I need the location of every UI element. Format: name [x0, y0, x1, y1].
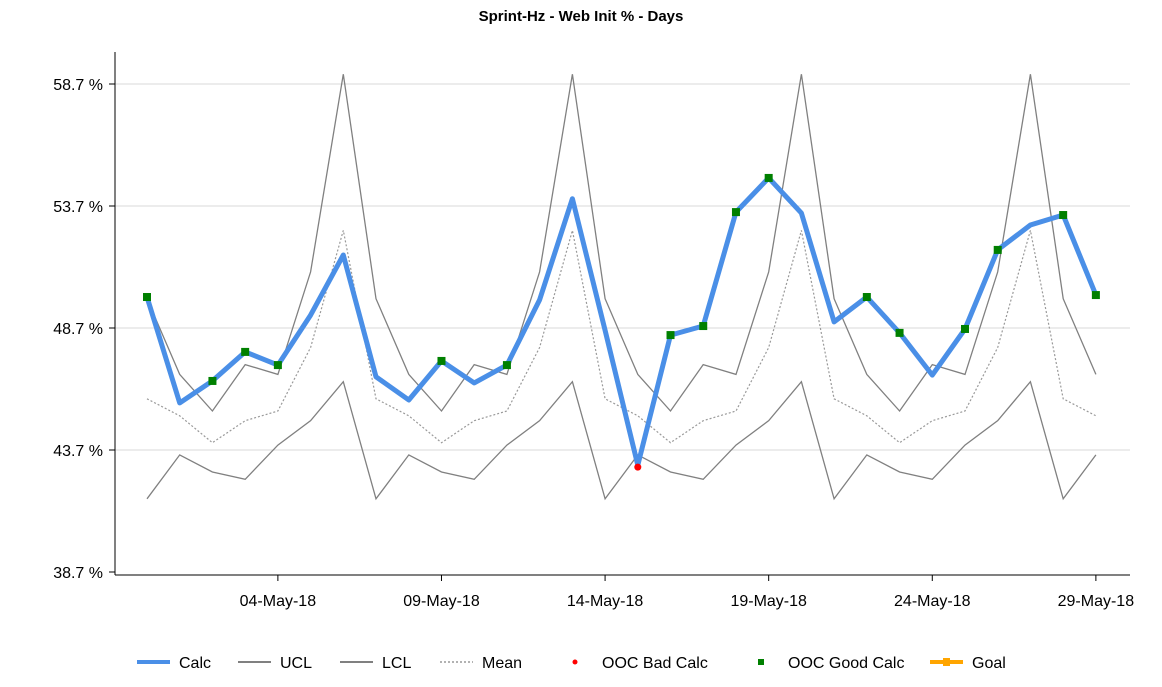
ooc-bad-marker	[634, 463, 642, 471]
legend-label: OOC Bad Calc	[602, 655, 708, 672]
ooc-good-marker	[666, 331, 675, 340]
legend-label: LCL	[382, 655, 411, 672]
chart-title: Sprint-Hz - Web Init % - Days	[479, 8, 684, 25]
legend-label: Goal	[972, 655, 1006, 672]
x-tick-label: 04-May-18	[240, 593, 317, 610]
x-tick-label: 19-May-18	[730, 593, 807, 610]
y-tick-label: 53.7 %	[53, 199, 103, 216]
ooc-good-marker	[1091, 291, 1100, 300]
ooc-good-marker	[961, 324, 969, 333]
ooc-good-marker	[143, 293, 151, 302]
legend-swatch-marker	[943, 658, 950, 666]
legend-item-ucl: UCL	[238, 655, 312, 672]
x-tick-label: 14-May-18	[567, 593, 644, 610]
legend-item-ooc-good-calc: OOC Good Calc	[758, 655, 904, 672]
legend-label: Mean	[482, 655, 522, 672]
series-ucl-line	[146, 74, 1097, 413]
x-tick-label: 24-May-18	[894, 593, 971, 610]
ooc-good-marker	[764, 173, 773, 182]
legend-item-calc: Calc	[137, 655, 211, 672]
ooc-good-marker	[208, 376, 217, 385]
legend-swatch	[572, 659, 578, 665]
ooc-good-marker	[241, 347, 250, 356]
legend-label: UCL	[280, 655, 312, 672]
legend-label: Calc	[179, 655, 211, 672]
ooc-good-marker	[862, 293, 871, 302]
ooc-good-marker	[502, 361, 511, 370]
y-tick-label: 48.7 %	[53, 321, 103, 338]
legend-item-ooc-bad-calc: OOC Bad Calc	[572, 655, 708, 672]
ooc-good-marker	[699, 322, 708, 331]
legend-item-lcl: LCL	[340, 655, 411, 672]
ooc-good-marker	[731, 208, 740, 217]
legend-item-mean: Mean	[440, 655, 522, 672]
x-tick-label: 09-May-18	[403, 593, 480, 610]
legend-swatch	[758, 659, 764, 665]
legend-item-goal: Goal	[930, 655, 1006, 672]
x-tick-label: 29-May-18	[1058, 593, 1135, 610]
ooc-good-marker	[993, 245, 1002, 254]
ooc-good-marker	[437, 356, 446, 365]
y-tick-label: 58.7 %	[53, 77, 103, 94]
series-lcl-line	[146, 380, 1097, 501]
ooc-good-marker	[273, 361, 282, 370]
ooc-good-marker	[895, 328, 904, 337]
legend-label: OOC Good Calc	[788, 655, 904, 672]
series-calc-line	[144, 175, 1099, 468]
ooc-good-marker	[1059, 211, 1068, 220]
y-tick-label: 38.7 %	[53, 565, 103, 582]
y-tick-label: 43.7 %	[53, 443, 103, 460]
